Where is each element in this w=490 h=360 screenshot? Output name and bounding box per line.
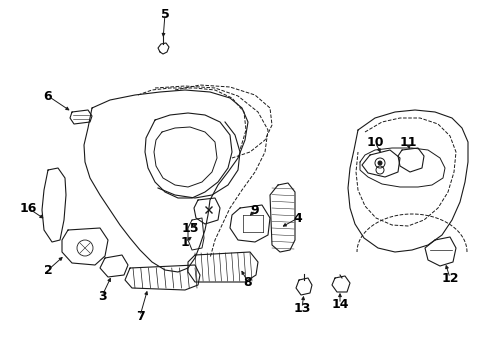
- Text: 2: 2: [44, 264, 52, 276]
- Text: 10: 10: [366, 135, 384, 148]
- Text: 1: 1: [181, 235, 189, 248]
- Text: 9: 9: [251, 203, 259, 216]
- Text: 4: 4: [294, 211, 302, 225]
- Text: 16: 16: [19, 202, 37, 215]
- Text: 3: 3: [98, 289, 106, 302]
- Text: 8: 8: [244, 275, 252, 288]
- Text: 7: 7: [136, 310, 145, 323]
- Text: 11: 11: [399, 135, 417, 148]
- Circle shape: [378, 161, 382, 165]
- Text: 14: 14: [331, 297, 349, 310]
- Text: 6: 6: [44, 90, 52, 103]
- Text: 15: 15: [181, 221, 199, 234]
- Text: 13: 13: [294, 302, 311, 315]
- Text: 5: 5: [161, 8, 170, 21]
- Text: 12: 12: [441, 271, 459, 284]
